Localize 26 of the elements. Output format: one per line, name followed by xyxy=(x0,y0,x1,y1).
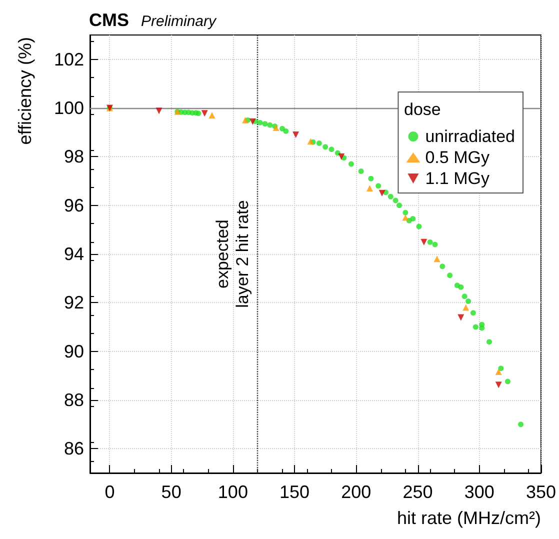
chart-title: CMS xyxy=(89,10,129,30)
x-tick-label: 350 xyxy=(526,482,556,502)
y-tick-label: 90 xyxy=(64,341,84,362)
ref-line-label: expected layer 2 hit rate xyxy=(213,200,252,308)
x-tick-label: 200 xyxy=(341,482,372,502)
legend-label: 1.1 MGy xyxy=(425,169,490,188)
x-tick-label: 100 xyxy=(218,482,248,502)
x-tick-label: 50 xyxy=(161,482,182,502)
x-tick-label: 0 xyxy=(104,482,115,502)
y-tick-label: 96 xyxy=(64,195,84,216)
chart-subtitle: Preliminary xyxy=(141,13,218,30)
y-tick-label: 98 xyxy=(64,146,84,167)
y-axis-title: efficiency (%) xyxy=(15,37,35,145)
legend-title: dose xyxy=(404,100,441,119)
legend-label: unirradiated xyxy=(425,127,515,146)
x-tick-label: 250 xyxy=(402,482,433,502)
x-tick-label: 300 xyxy=(464,482,494,502)
x-axis-title: hit rate (MHz/cm²) xyxy=(396,508,541,528)
x-tick-label: 150 xyxy=(280,482,310,502)
y-tick-label: 94 xyxy=(64,244,84,264)
y-tick-label: 92 xyxy=(64,292,84,313)
y-tick-label: 100 xyxy=(54,98,84,118)
y-tick-label: 102 xyxy=(54,49,84,70)
y-tick-label: 86 xyxy=(64,438,84,459)
y-tick-label: 88 xyxy=(64,390,84,410)
legend-label: 0.5 MGy xyxy=(425,148,490,167)
